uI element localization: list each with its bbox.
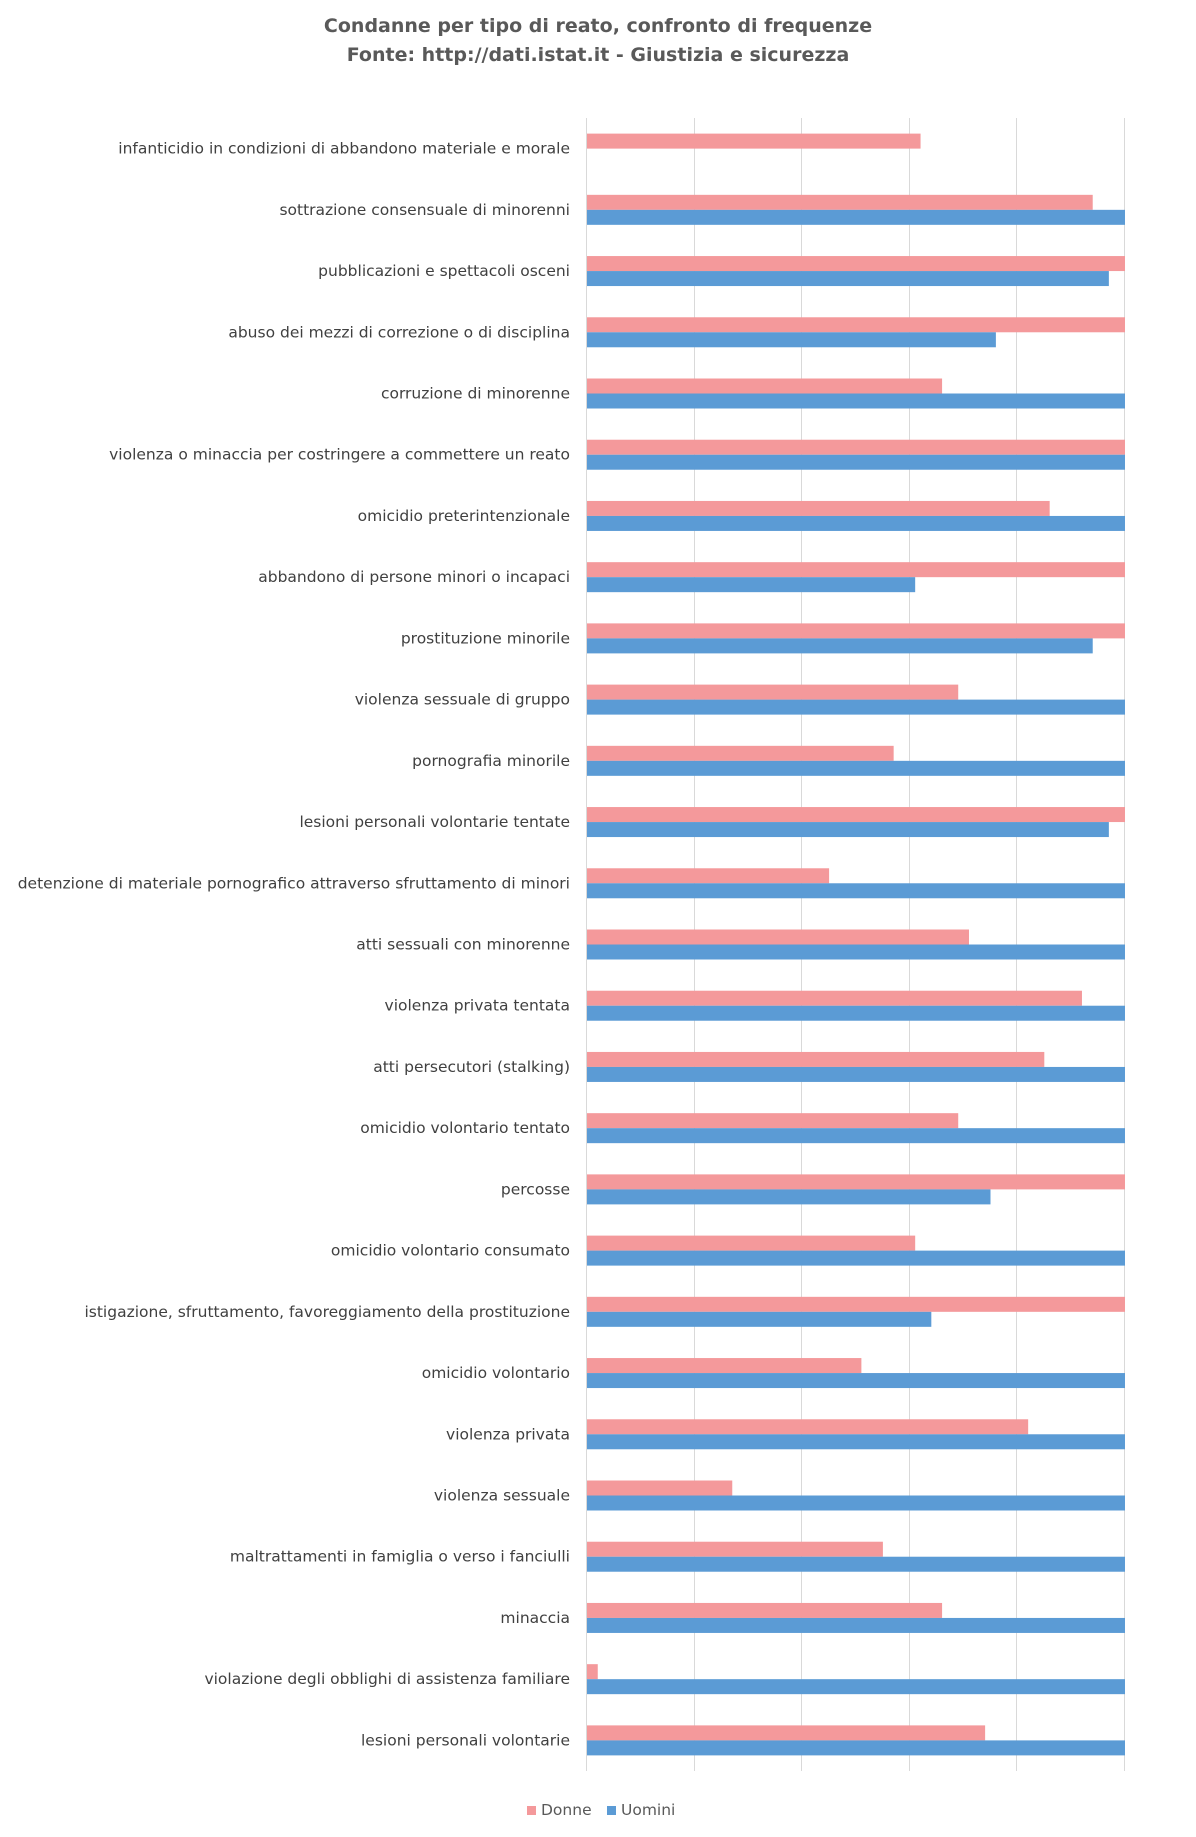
bar-donne <box>587 1235 916 1251</box>
bar-uomini <box>587 454 1125 470</box>
bar-donne <box>587 500 1050 516</box>
category-label: pubblicazioni e spettacoli osceni <box>318 262 570 280</box>
category-label: violenza sessuale <box>434 1487 570 1505</box>
bar-donne <box>587 868 830 884</box>
category-label: atti persecutori (stalking) <box>373 1058 570 1076</box>
bar-donne <box>587 562 1125 578</box>
bar-donne <box>587 990 1082 1006</box>
category-label: istigazione, sfruttamento, favoreggiamen… <box>84 1303 570 1321</box>
legend: Donne Uomini <box>527 1801 675 1819</box>
bar-uomini <box>587 1066 1125 1082</box>
bar-uomini <box>587 638 1093 654</box>
category-label: lesioni personali volontarie <box>361 1731 570 1749</box>
bar-donne <box>587 1480 733 1496</box>
bar-uomini <box>587 944 1125 960</box>
bar-donne <box>587 378 943 394</box>
bar-uomini <box>587 1373 1125 1389</box>
category-label: omicidio volontario consumato <box>331 1242 570 1260</box>
category-label: violazione degli obblighi di assistenza … <box>204 1670 570 1688</box>
bar-donne <box>587 1664 598 1680</box>
bar-uomini <box>587 515 1125 531</box>
category-label: lesioni personali volontarie tentate <box>299 813 570 831</box>
category-label: corruzione di minorenne <box>381 385 570 403</box>
bar-donne <box>587 256 1125 272</box>
category-label: violenza privata <box>446 1425 570 1443</box>
bar-donne <box>587 317 1125 333</box>
category-label: atti sessuali con minorenne <box>356 936 570 954</box>
bar-donne <box>587 1113 959 1129</box>
category-label: percosse <box>501 1180 570 1198</box>
bar-donne <box>587 1296 1125 1312</box>
bar-uomini <box>587 760 1125 776</box>
bar-uomini <box>587 332 996 348</box>
legend-swatch-uomini <box>607 1806 616 1815</box>
chart-title: Condanne per tipo di reato, confronto di… <box>324 15 872 37</box>
bar-uomini <box>587 1250 1125 1266</box>
bar-donne <box>587 745 894 761</box>
chart-subtitle: Fonte: http://dati.istat.it - Giustizia … <box>347 44 850 66</box>
bar-donne <box>587 623 1125 639</box>
bar-donne <box>587 439 1125 455</box>
category-label: omicidio volontario tentato <box>360 1119 570 1137</box>
bar-uomini <box>587 1495 1125 1511</box>
bar-donne <box>587 1358 862 1374</box>
bar-donne <box>587 133 921 149</box>
bar-uomini <box>587 822 1109 838</box>
category-label: prostituzione minorile <box>401 629 570 647</box>
bars <box>587 133 1125 1756</box>
category-label: sottrazione consensuale di minorenni <box>279 201 570 219</box>
category-label: infanticidio in condizioni di abbandono … <box>118 140 570 158</box>
category-label: violenza privata tentata <box>385 997 570 1015</box>
category-label: violenza sessuale di gruppo <box>355 691 570 709</box>
bar-uomini <box>587 393 1125 409</box>
legend-label-uomini: Uomini <box>621 1801 675 1819</box>
bar-donne <box>587 1419 1029 1435</box>
bar-uomini <box>587 1617 1125 1633</box>
bar-donne <box>587 807 1125 823</box>
bar-donne <box>587 1051 1045 1067</box>
bar-donne <box>587 1174 1125 1190</box>
bar-uomini <box>587 271 1109 287</box>
bar-uomini <box>587 1311 932 1327</box>
bar-uomini <box>587 1740 1125 1756</box>
bar-donne <box>587 1602 943 1618</box>
bar-donne <box>587 194 1093 210</box>
bar-uomini <box>587 209 1125 225</box>
category-label: detenzione di materiale pornografico att… <box>18 874 570 892</box>
bar-uomini <box>587 883 1125 899</box>
legend-label-donne: Donne <box>541 1801 592 1819</box>
category-label: maltrattamenti in famiglia o verso i fan… <box>230 1548 570 1566</box>
category-label: abbandono di persone minori o incapaci <box>258 568 570 586</box>
bar-donne <box>587 1725 986 1741</box>
bar-donne <box>587 929 969 945</box>
bar-donne <box>587 684 959 700</box>
category-label: omicidio volontario <box>422 1364 570 1382</box>
bar-uomini <box>587 1556 1125 1572</box>
bar-donne <box>587 1541 883 1557</box>
bar-uomini <box>587 1005 1125 1021</box>
category-label: minaccia <box>500 1609 570 1627</box>
bar-uomini <box>587 1434 1125 1450</box>
bar-uomini <box>587 577 916 593</box>
legend-swatch-donne <box>527 1806 536 1815</box>
bar-uomini <box>587 1679 1125 1695</box>
bar-uomini <box>587 699 1125 715</box>
category-label: pornografia minorile <box>412 752 570 770</box>
category-label: violenza o minaccia per costringere a co… <box>109 446 570 464</box>
bar-uomini <box>587 1128 1125 1144</box>
category-label: abuso dei mezzi di correzione o di disci… <box>228 323 570 341</box>
bar-uomini <box>587 1189 991 1205</box>
category-labels: infanticidio in condizioni di abbandono … <box>18 140 570 1750</box>
category-label: omicidio preterintenzionale <box>358 507 570 525</box>
